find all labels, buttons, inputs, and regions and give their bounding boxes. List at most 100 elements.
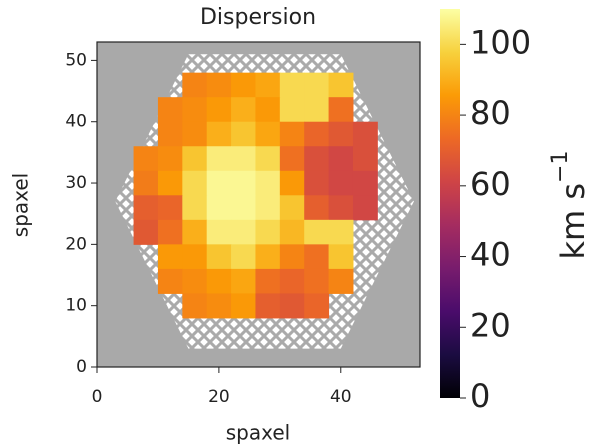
x-axis-label: spaxel	[226, 421, 290, 445]
heatmap-cell	[328, 170, 354, 196]
heatmap-cell	[182, 244, 208, 270]
heatmap-cell	[157, 121, 183, 147]
heatmap-cell	[328, 97, 354, 123]
plot-frame	[96, 41, 421, 368]
heatmap-cell	[279, 170, 305, 196]
heatmap-cell	[279, 72, 305, 98]
colorbar-tick-label: 100	[470, 23, 531, 61]
heatmap-cell	[352, 170, 378, 196]
heatmap-cell	[231, 244, 256, 270]
heatmap-cell	[328, 72, 354, 98]
heatmap-cell	[133, 146, 159, 172]
heatmap-cell	[206, 146, 232, 172]
heatmap-cell	[157, 170, 183, 196]
heatmap-cell	[279, 219, 305, 245]
heatmap-cell	[279, 97, 305, 123]
heatmap-cell	[255, 170, 281, 196]
heatmap-cell	[255, 97, 281, 123]
heatmap-cell	[352, 146, 378, 172]
heatmap-cell	[231, 195, 256, 221]
heatmap-cell	[255, 146, 281, 172]
heatmap-cell	[304, 268, 330, 294]
heatmap-cell	[231, 121, 256, 147]
heatmap-cell	[304, 195, 330, 221]
heatmap-cell	[182, 195, 208, 221]
heatmap-cell	[157, 219, 183, 245]
heatmap-cell	[133, 170, 159, 196]
x-tick-label: 0	[92, 387, 103, 407]
heatmap-cell	[304, 72, 330, 98]
heatmap-cell	[182, 72, 208, 98]
colorbar-tick-label: 0	[470, 377, 490, 415]
heatmap-cell	[231, 293, 256, 319]
heatmap-cell	[304, 121, 330, 147]
y-tick-label: 40	[65, 112, 87, 132]
heatmap-cell	[279, 195, 305, 221]
y-tick-label: 0	[76, 357, 87, 377]
colorbar-label: km s−1	[548, 151, 592, 260]
heatmap-cell	[157, 268, 183, 294]
colorbar-label-text: km s	[554, 183, 592, 260]
heatmap-cell	[255, 219, 281, 245]
heatmap-cell	[304, 219, 330, 245]
colorbar-label-exponent: −1	[548, 151, 573, 183]
heatmap-cell	[231, 268, 256, 294]
heatmap-cell	[304, 170, 330, 196]
heatmap-cell	[206, 121, 232, 147]
heatmap-cell	[304, 146, 330, 172]
heatmap-cell	[328, 121, 354, 147]
colorbar-tick-label: 20	[470, 306, 511, 344]
heatmap-cell	[182, 146, 208, 172]
heatmap-cell	[182, 219, 208, 245]
heatmap-cell	[279, 121, 305, 147]
heatmap-cell	[304, 244, 330, 270]
colorbar-tick-label: 40	[470, 236, 511, 274]
x-tick-label: 40	[330, 387, 352, 407]
heatmap-cell	[255, 293, 281, 319]
heatmap-cell	[157, 244, 183, 270]
heatmap-cell	[206, 219, 232, 245]
heatmap-cell	[206, 244, 232, 270]
heatmap-cell	[182, 293, 208, 319]
y-tick-label: 30	[65, 173, 87, 193]
heatmap-cell	[255, 195, 281, 221]
heatmap-cell	[157, 146, 183, 172]
heatmap-cell	[231, 219, 256, 245]
heatmap-cell	[304, 293, 330, 319]
heatmap-cell	[206, 268, 232, 294]
heatmap-cell	[206, 195, 232, 221]
heatmap-cell	[255, 121, 281, 147]
heatmap-cell	[182, 268, 208, 294]
x-tick-label: 20	[208, 387, 230, 407]
heatmap-cell	[328, 244, 354, 270]
heatmap-cell	[133, 195, 159, 221]
heatmap-cell	[279, 268, 305, 294]
heatmap-cell	[206, 293, 232, 319]
heatmap-cell	[133, 219, 159, 245]
heatmap-cell	[231, 170, 256, 196]
heatmap-cell	[328, 195, 354, 221]
heatmap-cell	[255, 268, 281, 294]
colorbar-tick-label: 80	[470, 94, 511, 132]
y-tick-label: 20	[65, 234, 87, 254]
y-tick-label: 10	[65, 296, 87, 316]
chart-title: Dispersion	[200, 5, 316, 30]
heatmap-cell	[157, 195, 183, 221]
colorbar-tick-label: 60	[470, 165, 511, 203]
heatmap-cell	[352, 195, 378, 221]
heatmap-cell	[255, 244, 281, 270]
heatmap-cell	[231, 97, 256, 123]
heatmap-cell	[206, 72, 232, 98]
heatmap-cell	[206, 170, 232, 196]
heatmap-cell	[352, 121, 378, 147]
heatmap-cell	[157, 97, 183, 123]
heatmap-cell	[182, 97, 208, 123]
y-tick-label: 50	[65, 50, 87, 70]
heatmap-cell	[279, 293, 305, 319]
heatmap-cell	[328, 219, 354, 245]
heatmap-cell	[279, 244, 305, 270]
heatmap-cell	[279, 146, 305, 172]
heatmap-cell	[328, 146, 354, 172]
y-axis-label: spaxel	[9, 173, 33, 237]
